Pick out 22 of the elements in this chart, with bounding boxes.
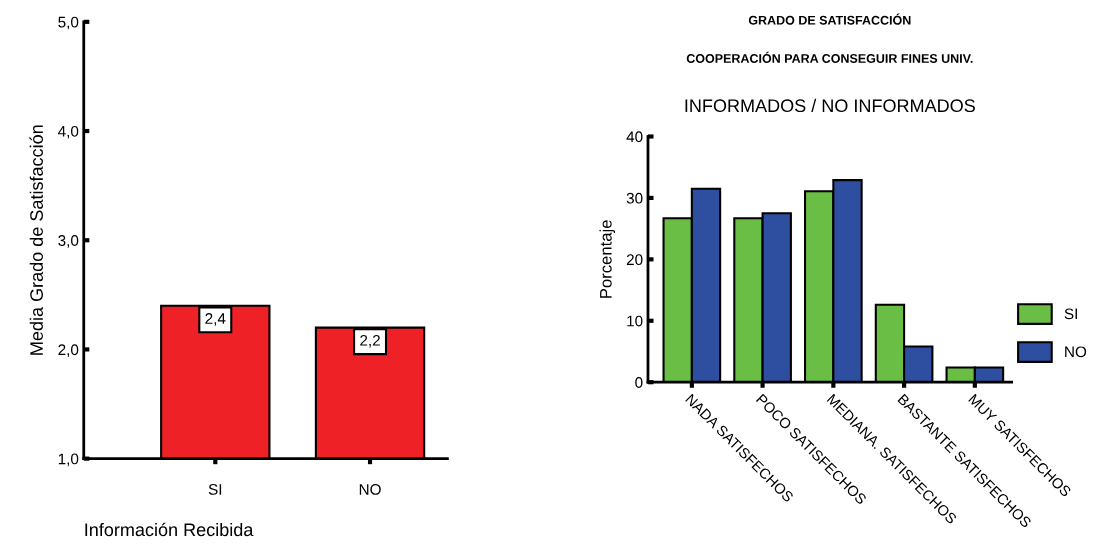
y-tick-label: 0 xyxy=(635,377,643,388)
y-tick-label: 1,0 xyxy=(58,453,79,467)
y-axis-title: Media Grado de Satisfacción xyxy=(29,125,43,355)
y-axis-title: Porcentaje xyxy=(599,220,616,298)
y-tick-label: 4,0 xyxy=(58,125,79,139)
text: INFORMADOS / NO INFORMADOS xyxy=(685,98,975,113)
y-tick-label: 5,0 xyxy=(58,16,79,30)
legend-label: NO xyxy=(1065,346,1087,358)
y-tick-label: 3,0 xyxy=(58,235,79,248)
y-tick-label: 2,0 xyxy=(58,344,79,357)
legend-label: SI xyxy=(1064,308,1077,320)
x-axis-title: Información Recibida xyxy=(85,522,254,537)
y-tick-label: 30 xyxy=(626,192,643,204)
chart-title: GRADO DE SATISFACCIÓN xyxy=(748,13,911,25)
chart-subtitle: COOPERACIÓN PARA CONSEGUIR FINES UNIV. xyxy=(686,51,973,63)
x-tick-label: SI xyxy=(208,484,222,495)
data-label: 2,2 xyxy=(360,334,380,348)
data-label: 2,4 xyxy=(205,313,226,326)
y-tick-label: 40 xyxy=(626,131,643,143)
y-tick-label: 20 xyxy=(626,254,643,266)
y-tick-label: 10 xyxy=(627,315,643,327)
x-tick-label: NO xyxy=(359,484,381,495)
